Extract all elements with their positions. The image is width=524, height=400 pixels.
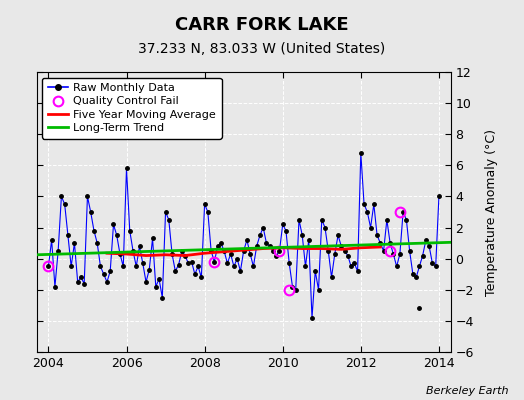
Y-axis label: Temperature Anomaly (°C): Temperature Anomaly (°C): [485, 128, 498, 296]
Text: Berkeley Earth: Berkeley Earth: [426, 386, 508, 396]
Text: 37.233 N, 83.033 W (United States): 37.233 N, 83.033 W (United States): [138, 42, 386, 56]
Text: CARR FORK LAKE: CARR FORK LAKE: [175, 16, 349, 34]
Legend: Raw Monthly Data, Quality Control Fail, Five Year Moving Average, Long-Term Tren: Raw Monthly Data, Quality Control Fail, …: [42, 78, 222, 139]
